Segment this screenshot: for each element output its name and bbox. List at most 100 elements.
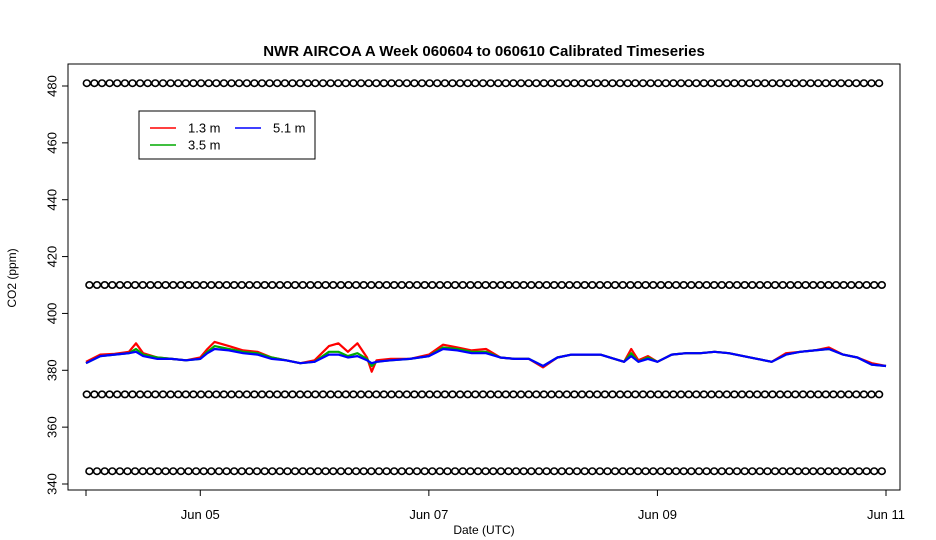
reference-point xyxy=(562,390,571,399)
reference-point xyxy=(169,280,178,289)
reference-point xyxy=(676,390,686,399)
reference-point xyxy=(379,79,389,88)
reference-point xyxy=(394,79,404,88)
reference-point xyxy=(329,280,338,289)
reference-point xyxy=(806,390,815,399)
reference-point xyxy=(770,280,780,289)
y-axis-label: CO2 (ppm) xyxy=(5,248,19,307)
reference-point xyxy=(402,390,411,399)
reference-point xyxy=(847,467,856,476)
reference-point xyxy=(313,280,323,289)
reference-point xyxy=(588,467,597,476)
reference-point xyxy=(283,280,292,289)
reference-point xyxy=(646,79,655,88)
x-axis-label: Date (UTC) xyxy=(453,523,514,537)
reference-point xyxy=(443,467,452,476)
reference-point xyxy=(847,280,856,289)
reference-point xyxy=(661,79,670,88)
reference-point xyxy=(311,79,320,88)
reference-point xyxy=(326,390,335,399)
reference-point xyxy=(481,280,490,289)
reference-point xyxy=(775,79,785,88)
reference-point xyxy=(405,280,414,289)
reference-point xyxy=(417,390,427,399)
reference-points xyxy=(82,79,886,476)
reference-point xyxy=(692,390,701,399)
reference-point xyxy=(466,467,475,476)
x-tick-label: Jun 07 xyxy=(409,507,448,522)
reference-point xyxy=(273,390,282,399)
reference-point xyxy=(808,467,818,476)
reference-point xyxy=(257,390,267,399)
reference-point xyxy=(298,467,307,476)
reference-point xyxy=(473,280,483,289)
reference-point xyxy=(402,79,411,88)
reference-point xyxy=(532,390,541,399)
reference-point xyxy=(778,280,787,289)
reference-point xyxy=(351,467,361,476)
reference-point xyxy=(714,390,724,399)
reference-point xyxy=(433,79,442,88)
reference-point xyxy=(836,79,846,88)
reference-point xyxy=(382,280,391,289)
reference-point xyxy=(481,467,490,476)
reference-point xyxy=(374,467,384,476)
reference-point xyxy=(288,79,297,88)
reference-point xyxy=(661,390,670,399)
reference-point xyxy=(618,280,627,289)
reference-point xyxy=(290,280,300,289)
reference-point xyxy=(631,79,640,88)
reference-point xyxy=(831,280,841,289)
reference-point xyxy=(489,467,498,476)
y-tick-label: 340 xyxy=(45,473,60,495)
reference-point xyxy=(394,390,404,399)
reference-point xyxy=(748,467,757,476)
reference-point xyxy=(466,280,475,289)
reference-point xyxy=(801,467,810,476)
reference-point xyxy=(130,467,140,476)
reference-point xyxy=(610,280,620,289)
reference-point xyxy=(542,280,551,289)
reference-point xyxy=(273,79,282,88)
reference-point xyxy=(382,467,391,476)
reference-point xyxy=(874,79,884,88)
reference-point xyxy=(196,390,206,399)
reference-point xyxy=(448,79,457,88)
reference-point xyxy=(671,280,681,289)
y-tick-label: 440 xyxy=(45,189,60,211)
reference-point xyxy=(648,467,658,476)
reference-point xyxy=(496,467,506,476)
x-tick-label: Jun 09 xyxy=(638,507,677,522)
reference-point xyxy=(123,467,132,476)
reference-point xyxy=(440,390,450,399)
reference-point xyxy=(618,467,627,476)
reference-point xyxy=(592,390,602,399)
reference-point xyxy=(516,79,526,88)
reference-point xyxy=(748,280,757,289)
x-tick-label: Jun 05 xyxy=(181,507,220,522)
reference-point xyxy=(516,390,526,399)
reference-point xyxy=(745,390,754,399)
reference-point xyxy=(714,79,724,88)
reference-point xyxy=(862,280,871,289)
reference-point xyxy=(410,390,419,399)
reference-point xyxy=(532,79,541,88)
reference-point xyxy=(615,79,625,88)
reference-point xyxy=(234,79,244,88)
reference-point xyxy=(610,467,620,476)
reference-point xyxy=(130,280,140,289)
reference-point xyxy=(852,79,861,88)
reference-point xyxy=(676,79,686,88)
reference-point xyxy=(351,280,361,289)
reference-point xyxy=(298,280,307,289)
legend-label: 5.1 m xyxy=(273,121,306,136)
reference-point xyxy=(397,467,406,476)
reference-point xyxy=(572,280,582,289)
legend-items: 1.3 m 3.5 m 5.1 m xyxy=(150,121,306,153)
reference-point xyxy=(648,280,658,289)
reference-point xyxy=(687,280,696,289)
series-line-5-1-m xyxy=(85,347,887,368)
reference-point xyxy=(257,79,267,88)
reference-point xyxy=(321,280,330,289)
